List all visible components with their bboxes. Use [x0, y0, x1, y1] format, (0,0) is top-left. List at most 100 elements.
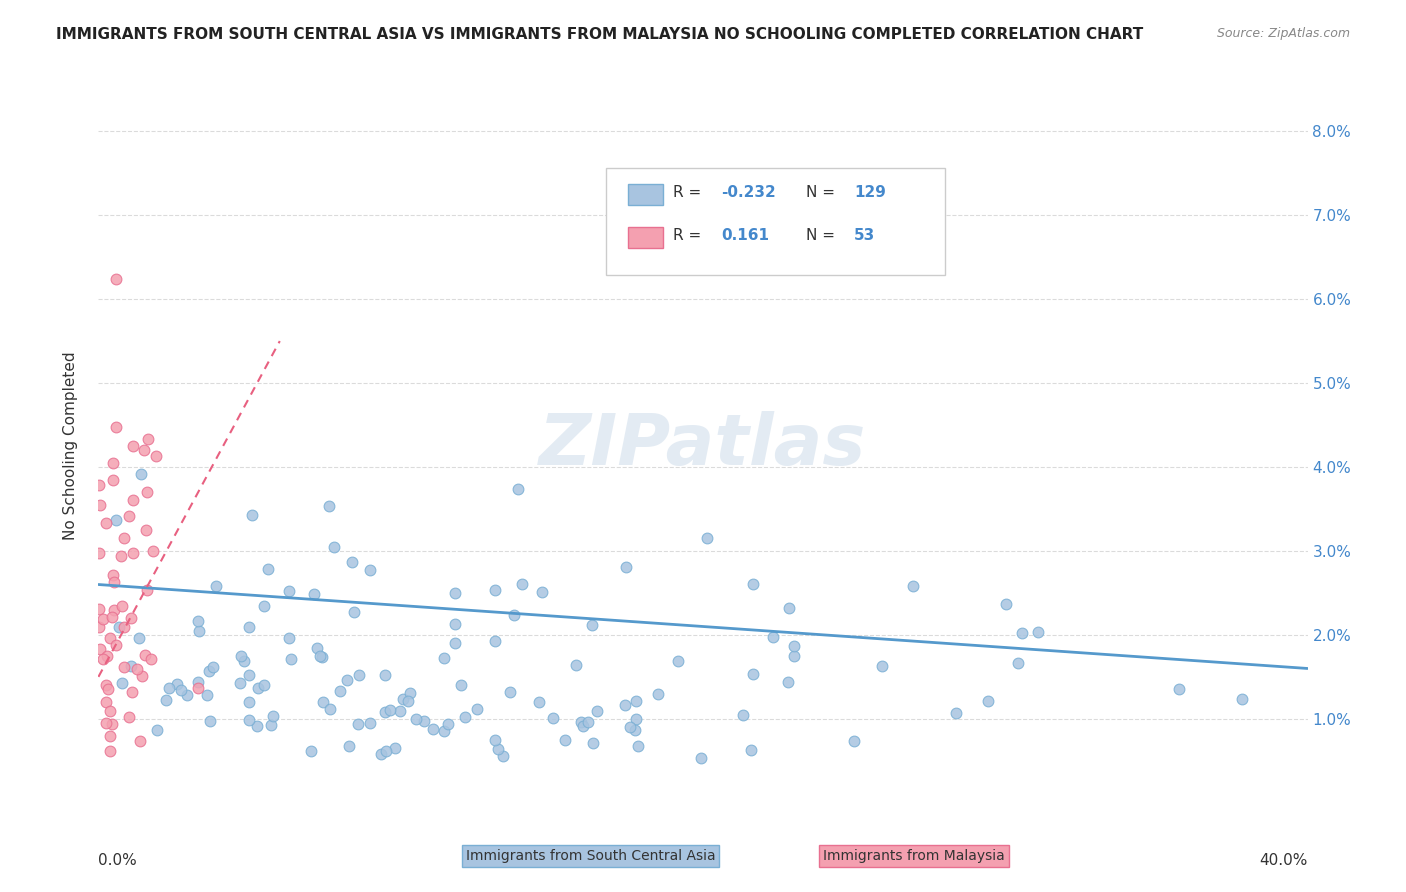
- Text: 0.161: 0.161: [721, 228, 769, 243]
- Point: [120, 659, 142, 673]
- Point: [576, 715, 599, 730]
- Text: 129: 129: [855, 186, 886, 200]
- Point: [122, 439, 145, 453]
- Point: [89, 602, 111, 616]
- FancyBboxPatch shape: [606, 168, 945, 275]
- Point: [319, 702, 342, 716]
- Point: [564, 658, 586, 673]
- Point: [187, 674, 209, 689]
- Point: [627, 739, 650, 754]
- Point: [1167, 682, 1189, 697]
- Point: [1026, 625, 1049, 640]
- Point: [762, 630, 785, 644]
- Point: [94, 678, 117, 692]
- Point: [392, 691, 415, 706]
- Point: [105, 513, 128, 527]
- Point: [413, 714, 436, 729]
- Point: [136, 582, 159, 597]
- Text: Immigrants from South Central Asia: Immigrants from South Central Asia: [465, 849, 716, 863]
- FancyBboxPatch shape: [628, 184, 664, 205]
- Point: [388, 704, 411, 718]
- Point: [240, 508, 263, 522]
- Point: [136, 432, 159, 446]
- Point: [506, 482, 529, 496]
- Point: [232, 654, 254, 668]
- Point: [370, 747, 392, 761]
- Point: [187, 681, 209, 696]
- Point: [204, 578, 226, 592]
- Point: [89, 620, 111, 634]
- Point: [260, 718, 283, 732]
- Point: [111, 676, 134, 690]
- Point: [347, 717, 370, 731]
- Point: [97, 681, 120, 696]
- Y-axis label: No Schooling Completed: No Schooling Completed: [63, 351, 77, 541]
- Point: [197, 664, 219, 678]
- Point: [432, 724, 454, 739]
- Text: IMMIGRANTS FROM SOUTH CENTRAL ASIA VS IMMIGRANTS FROM MALAYSIA NO SCHOOLING COMP: IMMIGRANTS FROM SOUTH CENTRAL ASIA VS IM…: [56, 27, 1143, 42]
- Point: [98, 729, 121, 743]
- Point: [742, 666, 765, 681]
- Point: [103, 575, 125, 590]
- Text: Immigrants from Malaysia: Immigrants from Malaysia: [823, 849, 1005, 863]
- Point: [101, 456, 124, 470]
- Point: [142, 544, 165, 558]
- Point: [776, 675, 799, 690]
- Point: [110, 549, 132, 563]
- Point: [486, 742, 509, 756]
- Point: [229, 675, 252, 690]
- Point: [91, 612, 114, 626]
- Point: [302, 587, 325, 601]
- Point: [422, 723, 444, 737]
- Point: [238, 713, 260, 727]
- Point: [740, 743, 762, 757]
- Point: [101, 717, 124, 731]
- Point: [484, 733, 506, 747]
- Point: [554, 732, 576, 747]
- Point: [399, 686, 422, 700]
- Point: [842, 734, 865, 748]
- Point: [689, 751, 711, 765]
- Point: [454, 710, 477, 724]
- Point: [343, 605, 366, 619]
- Point: [89, 641, 111, 656]
- Point: [405, 712, 427, 726]
- Point: [647, 687, 669, 701]
- Point: [359, 564, 381, 578]
- Point: [89, 546, 111, 560]
- Point: [96, 648, 118, 663]
- Point: [359, 716, 381, 731]
- Point: [104, 638, 127, 652]
- Point: [742, 577, 765, 591]
- Text: ZIPatlas: ZIPatlas: [540, 411, 866, 481]
- Point: [145, 449, 167, 463]
- Text: -0.232: -0.232: [721, 186, 776, 200]
- Point: [308, 648, 330, 663]
- Point: [783, 640, 806, 654]
- Point: [262, 709, 284, 723]
- Point: [176, 688, 198, 702]
- Point: [305, 640, 328, 655]
- Point: [112, 531, 135, 545]
- Point: [128, 631, 150, 645]
- Point: [1011, 626, 1033, 640]
- Point: [253, 599, 276, 613]
- Point: [374, 668, 396, 682]
- Text: 0.0%: 0.0%: [98, 853, 138, 868]
- Point: [89, 478, 111, 492]
- Point: [94, 694, 117, 708]
- Point: [108, 620, 131, 634]
- Point: [187, 614, 209, 628]
- Point: [569, 714, 592, 729]
- Point: [444, 636, 467, 650]
- Point: [131, 669, 153, 683]
- Text: R =: R =: [672, 186, 706, 200]
- Point: [256, 562, 278, 576]
- Point: [118, 710, 141, 724]
- Point: [103, 603, 125, 617]
- Text: R =: R =: [672, 228, 706, 243]
- Point: [104, 272, 127, 286]
- Point: [238, 620, 260, 634]
- Point: [322, 540, 344, 554]
- Text: 53: 53: [855, 228, 876, 243]
